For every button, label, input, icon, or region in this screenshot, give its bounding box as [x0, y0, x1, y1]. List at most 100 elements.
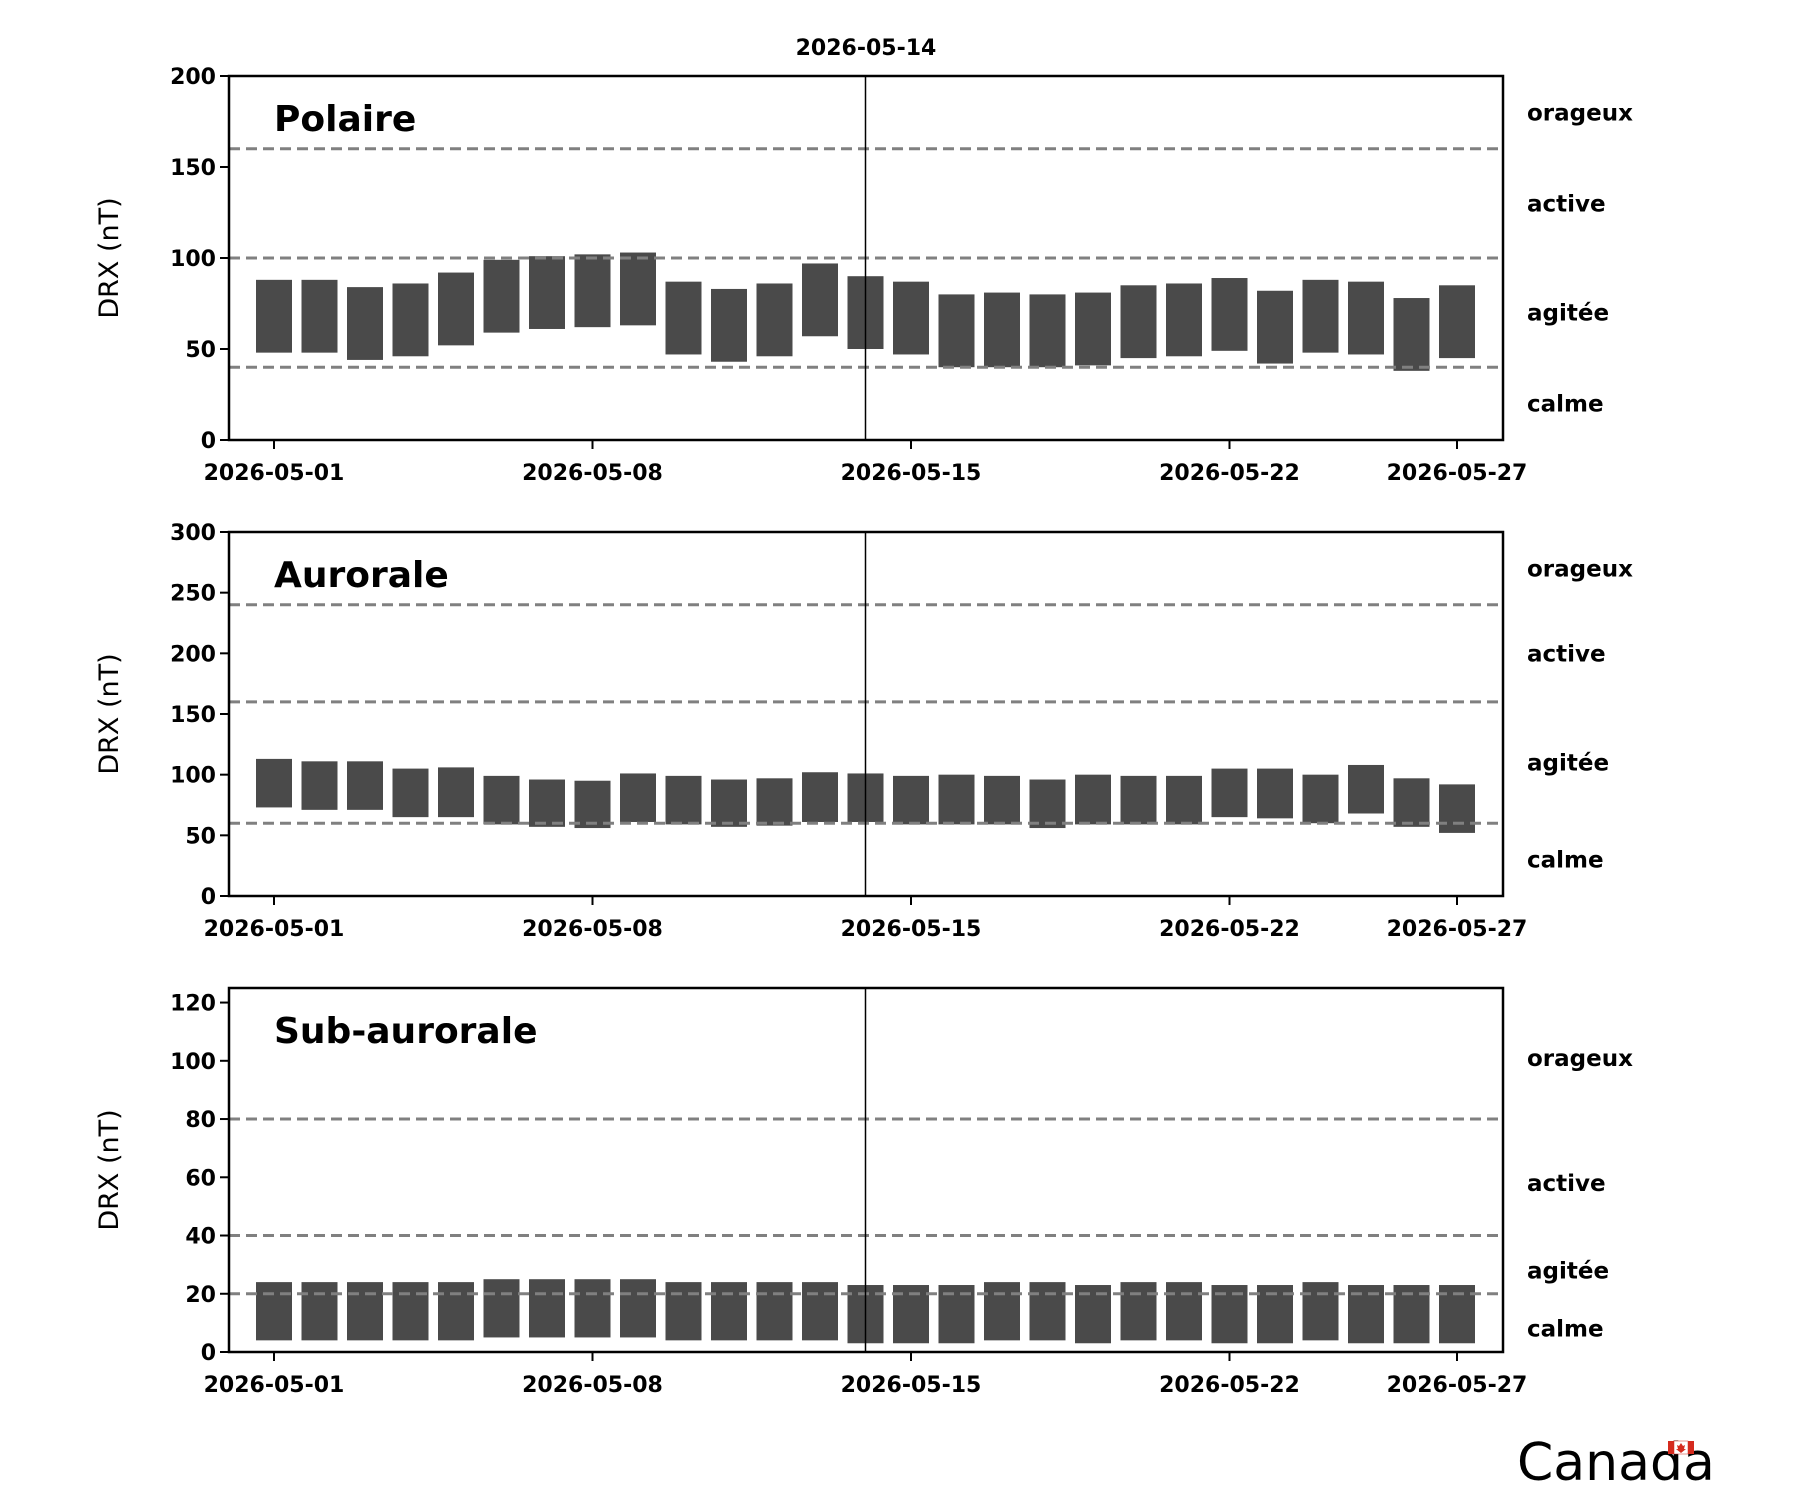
activity-level-label: calme	[1527, 848, 1604, 874]
y-tick-label: 20	[185, 1283, 216, 1308]
bar-2026-05-19	[1075, 774, 1111, 825]
activity-level-label: active	[1527, 191, 1606, 217]
bar-2026-05-06	[483, 1279, 520, 1338]
activity-level-label: calme	[1527, 392, 1604, 418]
bar-2026-05-05	[438, 767, 474, 818]
bar-2026-05-04	[392, 283, 429, 357]
bar-2026-05-20	[1120, 1282, 1157, 1341]
chart-panel-1: 0 50 100 150 200 2026-05-01 2026-05-08 2026-05-…	[94, 65, 1633, 486]
y-tick-label: 50	[185, 338, 216, 363]
bar-2026-05-16	[938, 294, 975, 368]
y-tick-label: 100	[170, 1050, 216, 1075]
bar-2026-05-09	[620, 773, 656, 822]
y-tick-label: 40	[185, 1225, 216, 1250]
bar-series	[256, 758, 1475, 833]
activity-level-label: agitée	[1527, 1258, 1609, 1284]
activity-level-label: active	[1527, 1171, 1606, 1197]
current-date-label: 2026-05-14	[796, 36, 937, 61]
bar-2026-05-05	[438, 272, 474, 346]
bar-2026-05-13	[802, 772, 838, 822]
y-tick-label: 200	[170, 642, 216, 667]
bar-2026-05-26	[1393, 778, 1430, 827]
x-tick-label: 2026-05-08	[522, 461, 663, 486]
bar-2026-05-01	[256, 758, 292, 808]
panel-title: Polaire	[274, 99, 416, 140]
bar-2026-05-03	[347, 287, 383, 360]
bar-2026-05-18	[1029, 1282, 1066, 1341]
x-tick-label: 2026-05-01	[204, 917, 345, 942]
x-tick-label: 2026-05-15	[841, 1373, 982, 1398]
bar-2026-05-02	[301, 279, 338, 353]
bar-2026-05-06	[483, 775, 520, 825]
canada-wordmark: Canada	[1517, 1433, 1715, 1493]
x-tick-label: 2026-05-01	[204, 1373, 345, 1398]
bar-2026-05-20	[1120, 775, 1157, 825]
bar-2026-05-16	[938, 774, 975, 825]
bar-2026-05-12	[756, 1282, 793, 1341]
activity-level-label: orageux	[1527, 556, 1633, 582]
bar-2026-05-10	[665, 775, 702, 825]
bar-2026-05-08	[574, 1279, 611, 1338]
activity-level-label: orageux	[1527, 1046, 1633, 1072]
bar-series	[256, 252, 1475, 371]
x-tick-label: 2026-05-08	[522, 1373, 663, 1398]
bar-2026-05-23	[1257, 290, 1293, 364]
bar-2026-05-11	[711, 1282, 747, 1341]
bar-2026-05-10	[665, 281, 702, 355]
activity-level-label: agitée	[1527, 751, 1609, 777]
bar-2026-05-04	[392, 1282, 429, 1341]
activity-level-label: agitée	[1527, 301, 1609, 327]
bar-2026-05-22	[1211, 768, 1248, 818]
bar-2026-05-02	[301, 761, 338, 810]
bar-2026-05-07	[529, 256, 565, 329]
bar-2026-05-08	[574, 254, 611, 328]
bar-2026-05-01	[256, 1282, 292, 1341]
bar-2026-05-11	[711, 779, 747, 827]
y-tick-label: 120	[170, 992, 216, 1017]
bar-2026-05-01	[256, 279, 292, 353]
y-tick-label: 150	[170, 703, 216, 728]
bar-2026-05-24	[1302, 1282, 1339, 1341]
bar-2026-05-27	[1439, 784, 1475, 833]
x-tick-label: 2026-05-22	[1159, 917, 1300, 942]
bar-2026-05-21	[1166, 283, 1202, 357]
x-tick-label: 2026-05-15	[841, 461, 982, 486]
bar-2026-05-18	[1029, 294, 1066, 368]
bar-2026-05-19	[1075, 292, 1111, 366]
activity-level-label: active	[1527, 641, 1606, 667]
x-tick-label: 2026-05-27	[1387, 917, 1528, 942]
y-tick-label: 0	[201, 885, 216, 910]
y-axis-label: DRX (nT)	[94, 653, 125, 774]
x-tick-label: 2026-05-08	[522, 917, 663, 942]
bar-2026-05-02	[301, 1282, 338, 1341]
bar-2026-05-24	[1302, 774, 1339, 824]
bar-2026-05-22	[1211, 278, 1248, 351]
y-tick-label: 150	[170, 156, 216, 181]
bar-2026-05-08	[574, 780, 611, 829]
y-tick-label: 200	[170, 65, 216, 90]
bar-2026-05-13	[802, 263, 838, 337]
bar-2026-05-21	[1166, 1282, 1202, 1341]
y-tick-label: 250	[170, 582, 216, 607]
y-tick-label: 100	[170, 247, 216, 272]
y-tick-label: 50	[185, 824, 216, 849]
bar-2026-05-06	[483, 259, 520, 333]
bar-2026-05-11	[711, 288, 747, 362]
plot-frame	[227, 986, 1505, 1354]
x-tick-label: 2026-05-22	[1159, 461, 1300, 486]
bar-2026-05-17	[984, 1282, 1020, 1341]
bar-2026-05-09	[620, 1279, 656, 1338]
x-tick-label: 2026-05-01	[204, 461, 345, 486]
bar-2026-05-17	[984, 775, 1020, 825]
activity-level-label: orageux	[1527, 100, 1633, 126]
bar-2026-05-07	[529, 779, 565, 827]
panel-title: Sub-aurorale	[274, 1011, 537, 1052]
chart-panel-3: 0 20 40 60 80 100 120 2026-05-01 2026-05-08 2026-…	[94, 986, 1633, 1398]
bar-2026-05-21	[1166, 775, 1202, 825]
bar-2026-05-20	[1120, 285, 1157, 359]
bar-2026-05-03	[347, 1282, 383, 1341]
y-tick-label: 0	[201, 1341, 216, 1366]
bar-2026-05-23	[1257, 768, 1293, 819]
y-tick-label: 300	[170, 521, 216, 546]
